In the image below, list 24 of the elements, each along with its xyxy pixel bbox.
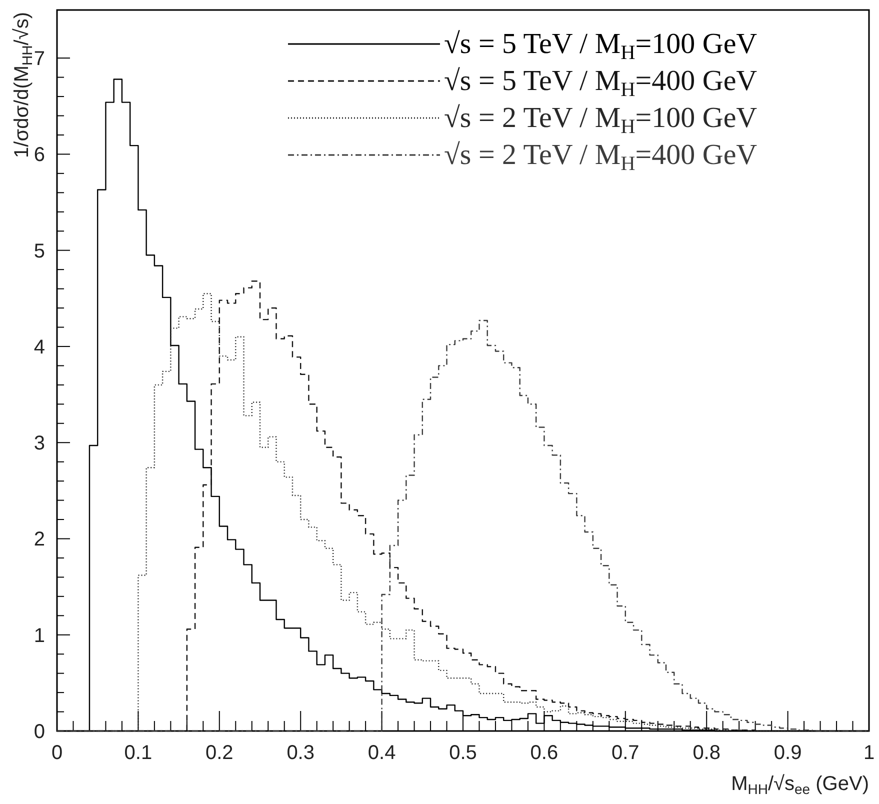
text: √s = 5 TeV / M$_{H}$=400 GeV	[444, 65, 758, 101]
x-tick-label: 0.7	[611, 742, 640, 764]
x-tick-label: 0.5	[449, 742, 477, 764]
x-tick-label: 0.6	[530, 742, 558, 764]
y-tick-label: 4	[34, 336, 45, 358]
y-tick-label: 5	[34, 240, 45, 262]
text: √s = 5 TeV / M$_{H}$=100 GeV	[444, 28, 758, 64]
x-tick-label: 0.9	[774, 742, 802, 764]
x-tick-label: 0.3	[286, 742, 315, 764]
y-tick-label: 3	[34, 432, 45, 455]
y-tick-label: 2	[34, 528, 45, 551]
x-axis-title: M$_{HH}$/√s$_{ee}$ (GeV)	[731, 773, 869, 798]
x-tick-label: 0.4	[368, 742, 396, 764]
x-tick-label: 0.2	[205, 742, 234, 764]
x-tick-label: 0.1	[124, 742, 152, 764]
y-tick-label: 6	[34, 144, 45, 166]
y-tick-label: 7	[34, 48, 45, 70]
x-tick-label: 0.8	[692, 742, 721, 764]
y-tick-label: 0	[34, 721, 45, 743]
y-tick-label: 1	[34, 624, 45, 647]
text: √s = 2 TeV / M$_{H}$=400 GeV	[444, 139, 758, 175]
text: √s = 2 TeV / M$_{H}$=100 GeV	[444, 102, 758, 138]
x-tick-label: 0	[51, 742, 63, 764]
x-tick-label: 1	[863, 742, 875, 764]
